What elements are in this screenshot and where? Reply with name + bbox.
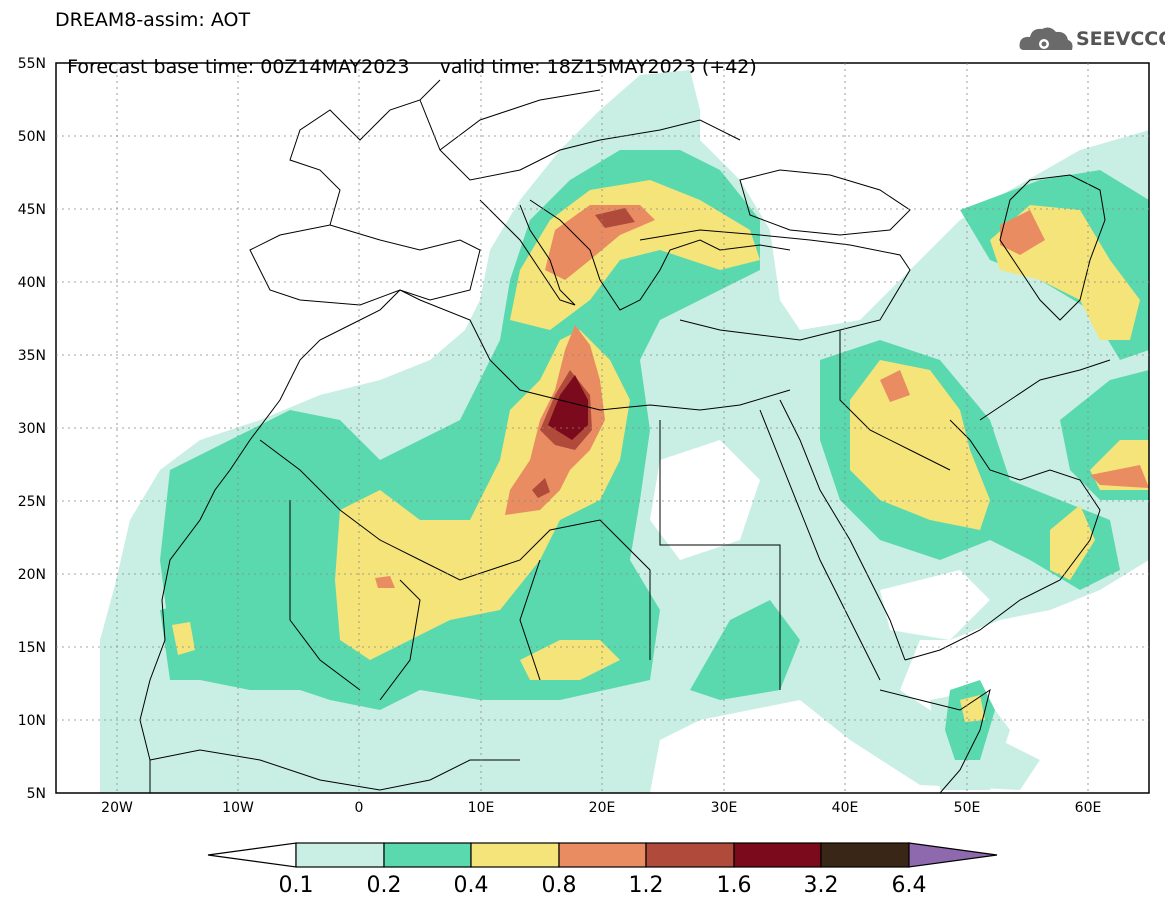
lon-label: 20E [589, 800, 616, 816]
colorbar-label: 1.6 [717, 873, 752, 898]
chart-title: DREAM8-assim: AOT [55, 9, 251, 31]
colorbar [207, 842, 998, 868]
balkans-core-0.8 [545, 205, 655, 280]
clear-sky-patch-1 [650, 440, 760, 560]
coastline-arabia [904, 419, 1101, 661]
coastline-france-uk [289, 79, 441, 226]
colorbar-label: 0.4 [454, 873, 489, 898]
iraq-core-0.8 [880, 370, 910, 402]
colorbar-label: 1.2 [629, 873, 664, 898]
libya-peak-1.6 [548, 375, 588, 440]
lon-label: 10W [222, 800, 254, 816]
colorbar-bin [733, 842, 822, 868]
lat-label: 5N [27, 786, 46, 802]
colorbar-bin [383, 842, 472, 868]
chart-subtitle: Forecast base time: 00Z14MAY2023 valid t… [55, 34, 757, 78]
chad-core-1.2 [532, 478, 550, 498]
lon-label: 50E [954, 800, 981, 816]
coastline-gulf-guinea [149, 749, 520, 791]
sahel-core-0.4 [520, 640, 620, 680]
colorbar-bin [558, 842, 647, 868]
coastline-west-africa [139, 289, 791, 793]
aot-field [100, 70, 1149, 793]
lon-label: 10E [468, 800, 495, 816]
lat-label: 40N [18, 275, 46, 291]
coastline-balkans-greece [529, 199, 791, 311]
border-sahara-1 [259, 439, 651, 691]
coastline-red-sea [759, 399, 906, 681]
map-grid [56, 63, 1149, 793]
colorbar-max-arrow [908, 842, 998, 868]
lon-label: 40E [832, 800, 859, 816]
lat-label: 25N [18, 494, 46, 510]
colorbar-label: 0.1 [279, 873, 314, 898]
east-africa-plume-0.2 [690, 600, 800, 700]
lat-labels: 55N 50N 45N 40N 35N 30N 25N 20N 15N 10N … [18, 56, 46, 802]
colorbar-label: 6.4 [892, 873, 927, 898]
colorbar-bin [820, 842, 910, 868]
colorbar-bin [295, 842, 385, 868]
base-time: Forecast base time: 00Z14MAY2023 [67, 56, 410, 78]
colorbar-label: 0.2 [367, 873, 402, 898]
coastline-caspian [999, 174, 1106, 321]
colorbar-min-arrow [207, 842, 297, 868]
colorbar-bin [470, 842, 560, 868]
arabia-core-0.4 [850, 360, 990, 530]
lon-label: 0 [355, 800, 364, 816]
lon-labels: 20W 10W 0 10E 20E 30E 40E 50E 60E [101, 800, 1101, 816]
caspian-core-0.8 [1000, 210, 1045, 255]
border-europe [419, 89, 741, 181]
coastline-horn [879, 688, 991, 793]
lat-label: 50N [18, 129, 46, 145]
horn-core-0.4 [960, 695, 985, 722]
lat-label: 55N [18, 56, 46, 72]
gulf-core-0.8 [1090, 465, 1149, 488]
coastline-iberia [249, 224, 481, 306]
clear-sky-patch-2 [880, 570, 990, 640]
oman-plume-0.4 [1050, 505, 1095, 580]
border-sahara-2 [379, 420, 781, 701]
lon-label: 30E [711, 800, 738, 816]
colorbar-label: 3.2 [804, 873, 839, 898]
seevccc-logo: SEEVCCC [1018, 22, 1165, 56]
lat-label: 20N [18, 567, 46, 583]
lat-label: 35N [18, 348, 46, 364]
coastline-black-sea [739, 169, 911, 236]
balkans-peak-1.2 [595, 208, 635, 228]
colorbar-label: 0.8 [542, 873, 577, 898]
coastlines-borders [139, 79, 1111, 793]
colorbar-labels: 0.1 0.2 0.4 0.8 1.2 1.6 3.2 6.4 [279, 873, 927, 898]
lat-label: 45N [18, 202, 46, 218]
lat-label: 30N [18, 421, 46, 437]
lat-label: 10N [18, 713, 46, 729]
valid-time: valid time: 18Z15MAY2023 (+42) [439, 56, 757, 78]
mali-core-0.8 [375, 576, 395, 588]
coastline-italy [479, 199, 576, 306]
colorbar-bin [645, 842, 735, 868]
lat-label: 15N [18, 640, 46, 656]
cloud-icon [1019, 27, 1073, 50]
coastline-turkey [639, 229, 911, 341]
lon-label: 60E [1075, 800, 1102, 816]
border-middle-east [839, 330, 1111, 471]
lon-label: 20W [101, 800, 133, 816]
logo-text: SEEVCCC [1076, 28, 1165, 50]
aot-level-1.6 [548, 375, 588, 440]
